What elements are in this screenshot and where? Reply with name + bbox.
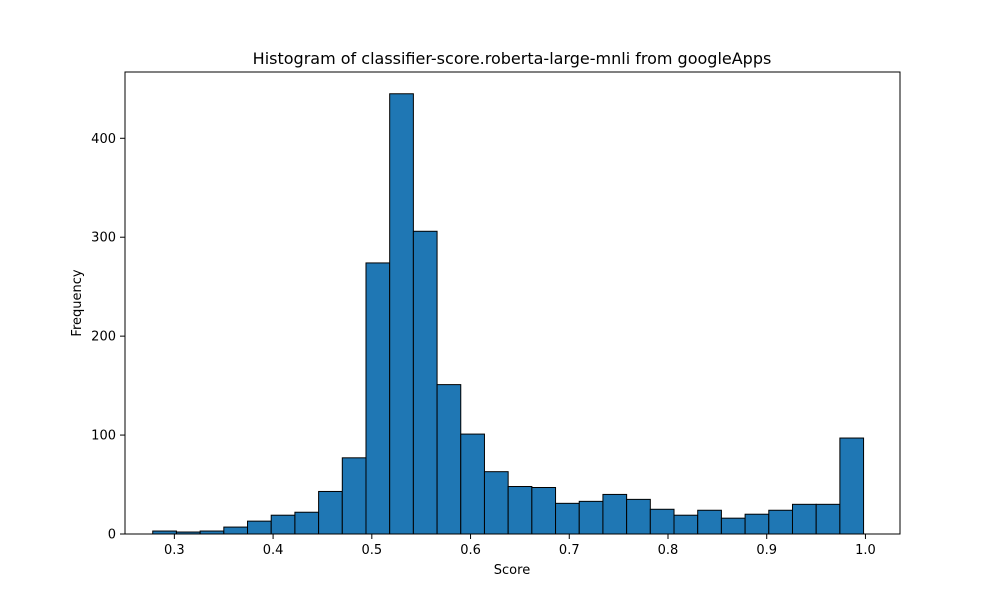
histogram-bar	[649, 508, 675, 535]
histogram-bar	[483, 471, 509, 535]
histogram-bar	[697, 509, 722, 535]
x-tick-label: 0.9	[756, 543, 777, 558]
plot-frame	[124, 71, 901, 535]
x-tick-label: 0.4	[263, 543, 284, 558]
histogram-bar	[460, 433, 485, 535]
bars-group	[152, 93, 865, 535]
x-tick-label: 0.5	[361, 543, 382, 558]
histogram-bar	[223, 526, 249, 535]
histogram-bar	[365, 262, 391, 535]
histogram-bar	[507, 486, 533, 535]
histogram-bar	[341, 457, 367, 535]
y-tick-label: 300	[91, 231, 116, 246]
histogram-bar	[815, 503, 841, 535]
histogram-bar	[389, 93, 414, 535]
histogram-bar	[578, 500, 604, 535]
x-axis-ticks: 0.3 0.4 0.5 0.6 0.7 0.8 0.9 1.0	[164, 534, 876, 558]
x-tick-label: 0.3	[164, 543, 185, 558]
x-tick-label: 1.0	[855, 543, 876, 558]
chart-title: Histogram of classifier-score.roberta-la…	[253, 49, 772, 68]
histogram-bar	[673, 514, 699, 535]
y-axis-ticks: 0 100 200 300 400	[91, 132, 125, 543]
histogram-bar	[555, 502, 580, 535]
histogram-bar	[318, 490, 343, 535]
histogram-bar	[412, 230, 438, 535]
histogram-bar	[247, 520, 272, 535]
x-tick-label: 0.7	[559, 543, 580, 558]
histogram-bar	[768, 509, 793, 535]
histogram-bar	[791, 503, 817, 535]
y-tick-label: 400	[91, 132, 116, 147]
histogram-bar	[626, 498, 651, 535]
y-axis-label: Frequency	[70, 269, 85, 336]
y-tick-label: 0	[108, 528, 116, 543]
histogram-bar	[270, 514, 296, 535]
x-axis-label: Score	[494, 563, 530, 578]
y-tick-label: 200	[91, 330, 116, 345]
x-tick-label: 0.8	[658, 543, 679, 558]
histogram-bar	[531, 487, 557, 535]
y-tick-label: 100	[91, 429, 116, 444]
histogram-bar	[294, 511, 320, 535]
histogram-bar	[744, 513, 770, 535]
histogram-bar	[602, 493, 628, 535]
histogram-bar	[839, 437, 865, 535]
histogram-bar	[720, 517, 746, 535]
histogram-bar	[436, 384, 462, 535]
x-tick-label: 0.6	[460, 543, 481, 558]
